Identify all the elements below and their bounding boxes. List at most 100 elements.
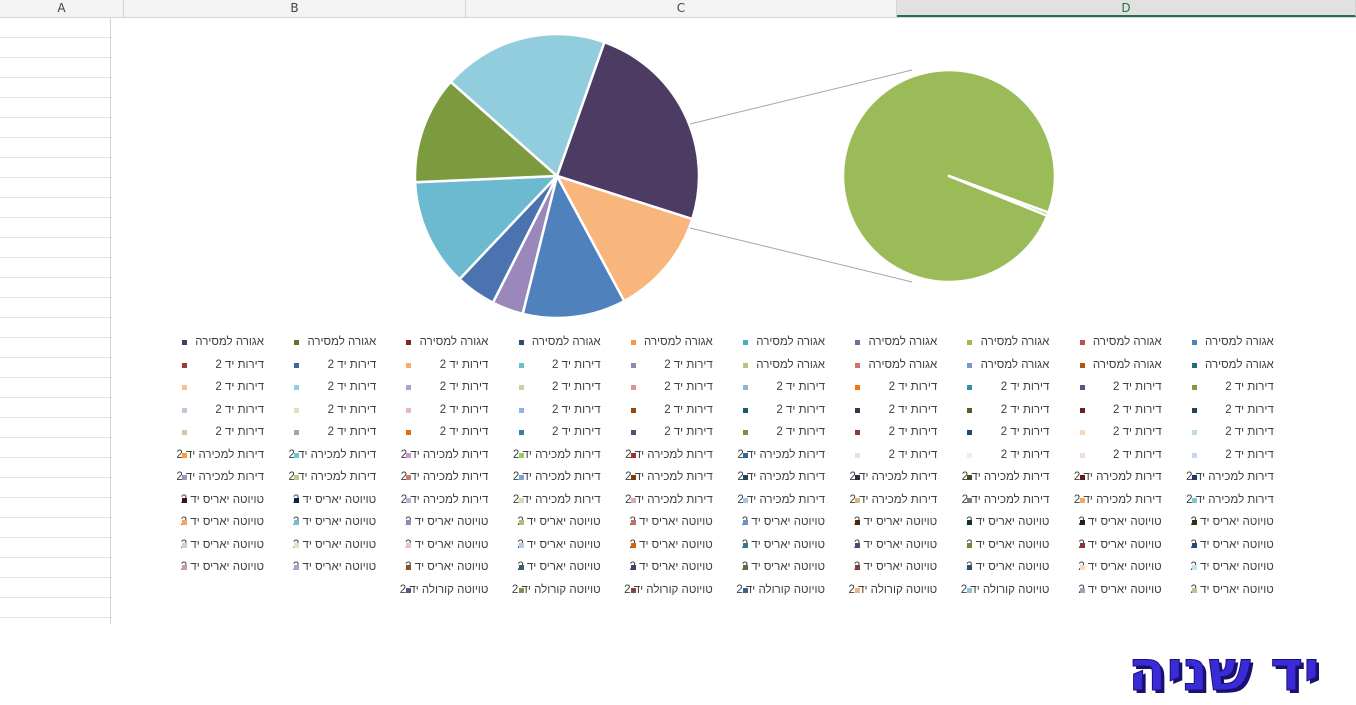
legend-entry[interactable]: דירות יד 2 <box>847 402 959 422</box>
legend-entry[interactable]: טויוטה יאריס יד 2 <box>623 559 735 579</box>
legend-entry[interactable]: אגורה למסירה <box>735 357 847 377</box>
legend-entry[interactable]: טויוטה יאריס יד 2 <box>959 514 1071 534</box>
legend-entry[interactable]: דירות יד 2 <box>1072 447 1184 467</box>
legend-entry[interactable]: דירות יד 2 <box>847 379 959 399</box>
legend-entry[interactable]: אגורה למסירה <box>398 334 510 354</box>
legend-entry[interactable]: אגורה למסירה <box>959 334 1071 354</box>
legend-entry[interactable]: דירות יד 2 <box>959 379 1071 399</box>
legend-entry[interactable]: דירות יד 2 <box>511 357 623 377</box>
legend-entry[interactable]: טויוטה קורולה יד 2 <box>959 582 1071 602</box>
legend-entry[interactable]: דירות יד 2 <box>511 424 623 444</box>
legend-entry[interactable]: דירות למכירה יד 2 <box>1184 469 1296 489</box>
legend-entry[interactable]: טויוטה יאריס יד 2 <box>398 514 510 534</box>
legend-entry[interactable]: טויוטה יאריס יד 2 <box>1184 537 1296 557</box>
legend-entry[interactable]: דירות יד 2 <box>398 424 510 444</box>
legend-entry[interactable]: דירות יד 2 <box>847 424 959 444</box>
legend-entry[interactable]: אגורה למסירה <box>286 334 398 354</box>
legend-entry[interactable]: דירות יד 2 <box>623 424 735 444</box>
legend-entry[interactable]: דירות יד 2 <box>174 424 286 444</box>
legend-entry[interactable]: טויוטה יאריס יד 2 <box>1184 514 1296 534</box>
legend-entry[interactable]: דירות יד 2 <box>511 402 623 422</box>
legend-entry[interactable]: טויוטה יאריס יד 2 <box>735 559 847 579</box>
legend-entry[interactable]: טויוטה יאריס יד 2 <box>1184 582 1296 602</box>
legend-entry[interactable]: טויוטה יאריס יד 2 <box>623 514 735 534</box>
legend-entry[interactable]: דירות יד 2 <box>1072 424 1184 444</box>
legend-entry[interactable]: טויוטה יאריס יד 2 <box>511 537 623 557</box>
legend-entry[interactable]: טויוטה יאריס יד 2 <box>1072 514 1184 534</box>
legend-entry[interactable]: טויוטה יאריס יד 2 <box>847 559 959 579</box>
legend-entry[interactable]: טויוטה קורולה יד 2 <box>735 582 847 602</box>
legend-entry[interactable]: דירות יד 2 <box>735 402 847 422</box>
legend-entry[interactable]: דירות יד 2 <box>286 424 398 444</box>
chart-area[interactable]: אגורה למסירה אגורה למסירה אגורה למסירה אגור… <box>112 18 1356 624</box>
legend-entry[interactable]: דירות יד 2 <box>286 402 398 422</box>
legend-entry[interactable]: אגורה למסירה <box>847 357 959 377</box>
legend-entry[interactable]: טויוטה יאריס יד 2 <box>398 537 510 557</box>
legend-entry[interactable]: דירות למכירה יד 2 <box>735 447 847 467</box>
legend-entry[interactable]: דירות למכירה יד 2 <box>623 447 735 467</box>
legend-entry[interactable]: דירות למכירה יד 2 <box>511 447 623 467</box>
legend-entry[interactable]: דירות יד 2 <box>1184 402 1296 422</box>
legend-entry[interactable]: דירות יד 2 <box>1184 447 1296 467</box>
legend-entry[interactable]: דירות למכירה יד 2 <box>398 447 510 467</box>
legend-entry[interactable]: דירות למכירה יד 2 <box>959 469 1071 489</box>
legend-entry[interactable]: טויוטה יאריס יד 2 <box>286 492 398 512</box>
legend-entry[interactable]: דירות יד 2 <box>1072 402 1184 422</box>
column-header-d[interactable]: D <box>897 0 1356 17</box>
legend-entry[interactable]: טויוטה יאריס יד 2 <box>847 514 959 534</box>
legend-entry[interactable]: דירות למכירה יד 2 <box>1184 492 1296 512</box>
legend-entry[interactable]: טויוטה קורולה יד 2 <box>623 582 735 602</box>
main-pie-slice-7[interactable] <box>413 80 559 184</box>
legend-entry[interactable]: טויוטה יאריס יד 2 <box>1072 582 1184 602</box>
legend-entry[interactable]: דירות למכירה יד 2 <box>623 469 735 489</box>
main-pie-slice-3[interactable] <box>521 174 626 320</box>
legend-entry[interactable]: טויוטה יאריס יד 2 <box>286 559 398 579</box>
legend-entry[interactable]: אגורה למסירה <box>1072 357 1184 377</box>
legend-entry[interactable]: טויוטה יאריס יד 2 <box>511 559 623 579</box>
legend-entry[interactable]: דירות למכירה יד 2 <box>735 469 847 489</box>
legend-entry[interactable]: דירות יד 2 <box>398 379 510 399</box>
legend-entry[interactable]: דירות יד 2 <box>735 424 847 444</box>
legend-entry[interactable]: טויוטה יאריס יד 2 <box>174 559 286 579</box>
legend-entry[interactable]: דירות למכירה יד 2 <box>286 447 398 467</box>
legend-entry[interactable]: טויוטה יאריס יד 2 <box>959 537 1071 557</box>
legend-entry[interactable]: דירות יד 2 <box>959 447 1071 467</box>
legend-entry[interactable]: דירות למכירה יד 2 <box>398 469 510 489</box>
legend-entry[interactable]: דירות יד 2 <box>1184 424 1296 444</box>
legend-entry[interactable]: אגורה למסירה <box>959 357 1071 377</box>
secondary-pie-slice-2[interactable] <box>947 174 1050 217</box>
legend-entry[interactable]: דירות יד 2 <box>398 402 510 422</box>
legend-entry[interactable]: טויוטה יאריס יד 2 <box>735 537 847 557</box>
legend-entry[interactable]: אגורה למסירה <box>174 334 286 354</box>
legend-entry[interactable]: דירות למכירה יד 2 <box>511 492 623 512</box>
legend-entry[interactable]: דירות למכירה יד 2 <box>623 492 735 512</box>
legend-entry[interactable]: דירות למכירה יד 2 <box>1072 469 1184 489</box>
legend-entry[interactable]: דירות יד 2 <box>398 357 510 377</box>
legend-entry[interactable]: טויוטה יאריס יד 2 <box>847 537 959 557</box>
legend-entry[interactable]: טויוטה יאריס יד 2 <box>511 514 623 534</box>
legend-entry[interactable]: דירות יד 2 <box>623 357 735 377</box>
legend-entry[interactable]: טויוטה יאריס יד 2 <box>959 559 1071 579</box>
legend-entry[interactable]: דירות למכירה יד 2 <box>735 492 847 512</box>
legend-entry[interactable]: דירות למכירה יד 2 <box>847 492 959 512</box>
legend-entry[interactable]: טויוטה יאריס יד 2 <box>174 492 286 512</box>
legend-entry[interactable]: דירות למכירה יד 2 <box>174 469 286 489</box>
main-pie-slice-6[interactable] <box>413 174 559 281</box>
main-pie-slice-1[interactable] <box>555 40 701 221</box>
legend-entry[interactable]: אגורה למסירה <box>847 334 959 354</box>
legend-entry[interactable]: טויוטה קורולה יד 2 <box>511 582 623 602</box>
legend-entry[interactable]: דירות למכירה יד 2 <box>398 492 510 512</box>
legend-entry[interactable]: טויוטה יאריס יד 2 <box>398 559 510 579</box>
worksheet-grid[interactable] <box>0 18 112 624</box>
main-pie-slice-8[interactable] <box>449 32 606 178</box>
legend-entry[interactable]: דירות יד 2 <box>511 379 623 399</box>
legend-entry[interactable]: דירות יד 2 <box>623 379 735 399</box>
legend-entry[interactable]: אגורה למסירה <box>511 334 623 354</box>
legend-entry[interactable]: טויוטה יאריס יד 2 <box>286 514 398 534</box>
legend-entry[interactable]: דירות יד 2 <box>847 447 959 467</box>
legend-entry[interactable]: דירות יד 2 <box>174 402 286 422</box>
legend-entry[interactable]: טויוטה קורולה יד 2 <box>847 582 959 602</box>
legend-entry[interactable]: דירות למכירה יד 2 <box>286 469 398 489</box>
legend-entry[interactable]: דירות יד 2 <box>623 402 735 422</box>
column-header-a[interactable]: A <box>0 0 124 17</box>
